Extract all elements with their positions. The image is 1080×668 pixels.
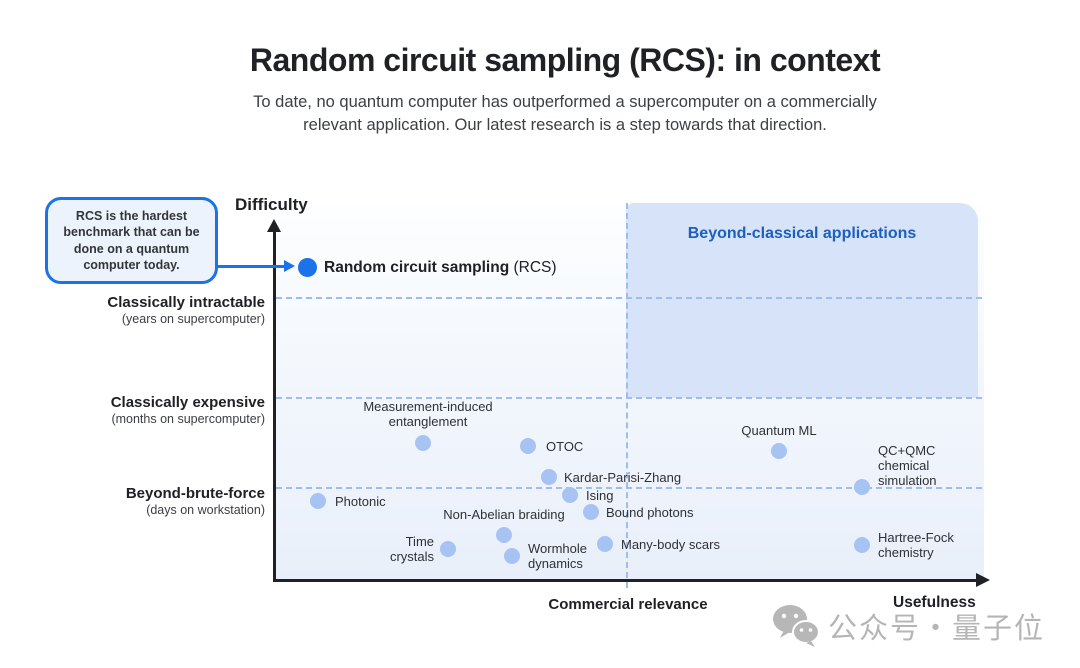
point-label-otoc: OTOC (546, 439, 584, 454)
point-quantum-ml (771, 443, 787, 459)
point-otoc (520, 438, 536, 454)
point-qc-qmc-chemical-simulation (854, 479, 870, 495)
point-rcs-label: Random circuit sampling (RCS) (324, 259, 557, 276)
callout-arrow (217, 265, 286, 268)
gridline-commercial-relevance (626, 203, 628, 588)
point-time-crystals (440, 541, 456, 557)
point-label-hartree-fock-chemistry: Hartree-Fock chemistry (878, 530, 954, 561)
beyond-classical-region: Beyond-classical applications (626, 203, 978, 398)
x-axis-arrowhead-icon (976, 573, 990, 587)
point-bound-photons (583, 504, 599, 520)
point-label-wormhole-dynamics: Wormhole dynamics (528, 541, 588, 572)
y-level-classically-expensive: Classically expensive (months on superco… (110, 394, 265, 427)
y-axis (273, 230, 276, 581)
point-measurement-induced-entanglement (415, 435, 431, 451)
point-rcs (298, 258, 317, 277)
point-label-non-abelian-braiding: Non-Abelian braiding (443, 507, 565, 522)
point-ising (562, 487, 578, 503)
y-axis-title: Difficulty (235, 195, 308, 214)
beyond-classical-label: Beyond-classical applications (687, 225, 917, 242)
page-subtitle: To date, no quantum computer has outperf… (253, 93, 877, 135)
point-hartree-fock-chemistry (854, 537, 870, 553)
point-many-body-scars (597, 536, 613, 552)
point-label-kardar-parisi-zhang: Kardar-Parisi-Zhang (564, 470, 682, 485)
rcs-callout-box: RCS is the hardest benchmark that can be… (45, 197, 218, 284)
chart-header: Random circuit sampling (RCS): in contex… (50, 0, 1080, 138)
gridline-classically-intractable (276, 297, 982, 299)
point-label-time-crystals: Time crystals (389, 534, 434, 565)
x-axis-annotation: Commercial relevance (548, 596, 708, 613)
x-axis (273, 579, 978, 582)
point-label-photonic: Photonic (335, 494, 386, 509)
point-label-quantum-ml: Quantum ML (741, 423, 817, 438)
point-label-ising: Ising (586, 488, 614, 503)
y-level-classically-intractable: Classically intractable (years on superc… (107, 294, 265, 327)
point-wormhole-dynamics (504, 548, 520, 564)
point-kardar-parisi-zhang (541, 469, 557, 485)
point-label-measurement-induced-entanglement: Measurement-induced entanglement (363, 399, 493, 430)
page-title: Random circuit sampling (RCS): in contex… (249, 42, 881, 78)
point-non-abelian-braiding (496, 527, 512, 543)
point-label-bound-photons: Bound photons (606, 505, 694, 520)
point-photonic (310, 493, 326, 509)
y-axis-arrowhead-icon (267, 219, 281, 232)
point-label-many-body-scars: Many-body scars (621, 537, 720, 552)
wechat-icon (773, 605, 820, 647)
plot-area: Beyond-classical applications (276, 203, 984, 588)
watermark: 公众号・量子位 (770, 603, 1045, 649)
watermark-text: 公众号・量子位 (828, 613, 1046, 645)
point-label-qc-qmc-chemical-simulation: QC+QMC chemical simulation (878, 443, 937, 489)
gridline-classically-expensive (276, 397, 982, 399)
rcs-callout-text: RCS is the hardest benchmark that can be… (63, 208, 200, 273)
gridline-beyond-brute-force (276, 487, 982, 489)
x-axis-title: Usefulness (893, 594, 976, 611)
callout-arrowhead-icon (284, 260, 295, 272)
y-level-beyond-brute-force: Beyond-brute-force (days on workstation) (125, 485, 265, 518)
